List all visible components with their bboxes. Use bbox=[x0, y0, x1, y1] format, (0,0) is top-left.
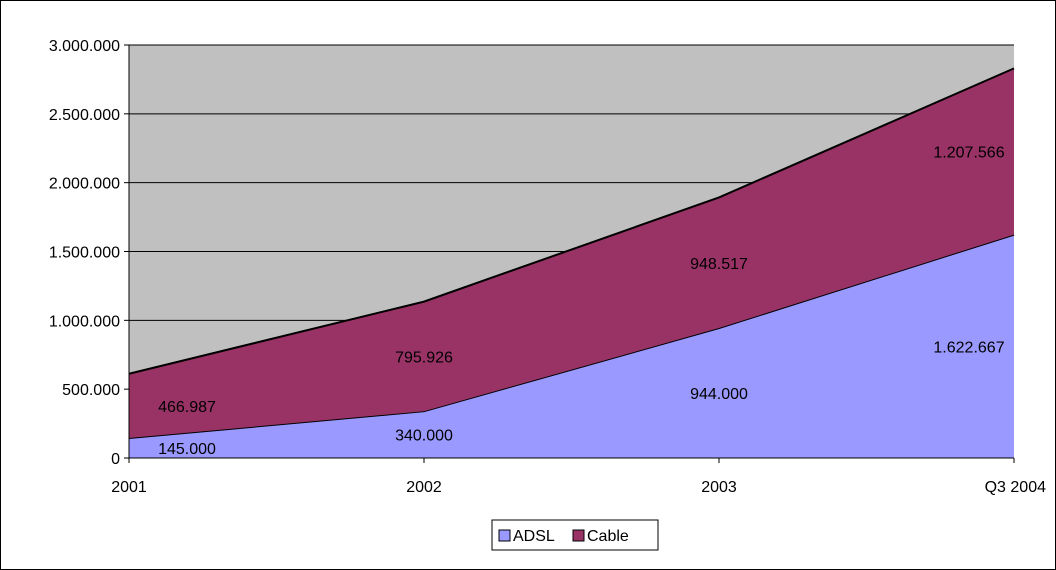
y-tick-label: 0 bbox=[111, 451, 120, 468]
axes: 0 500.000 1.000.000 1.500.000 2.000.000 2.500… bbox=[49, 38, 1046, 496]
area-adsl bbox=[129, 234, 1014, 458]
y-tick-label: 3.000.000 bbox=[49, 38, 120, 55]
legend-label-adsl: ADSL bbox=[513, 528, 555, 545]
area-edge-cable bbox=[128, 67, 1015, 375]
x-tick-label: 2003 bbox=[701, 479, 737, 496]
data-label-cable: 948.517 bbox=[690, 256, 748, 273]
legend-label-cable: Cable bbox=[587, 528, 629, 545]
y-tick-label: 2.000.000 bbox=[49, 176, 120, 193]
data-labels: 145.000 340.000 944.000 1.622.667 466.987 795… bbox=[158, 144, 1005, 458]
data-label-cable: 1.207.566 bbox=[933, 144, 1004, 161]
area-series bbox=[128, 67, 1015, 458]
x-tick-label: Q3 2004 bbox=[985, 479, 1046, 496]
y-tick-label: 2.500.000 bbox=[49, 107, 120, 124]
y-tick-label: 500.000 bbox=[62, 382, 120, 399]
legend-swatch-cable bbox=[572, 529, 585, 542]
y-tick-label: 1.000.000 bbox=[49, 313, 120, 330]
data-label-cable: 466.987 bbox=[158, 399, 216, 416]
x-tick-label: 2002 bbox=[406, 479, 442, 496]
y-tick-label: 1.500.000 bbox=[49, 245, 120, 262]
x-tick-label: 2001 bbox=[111, 479, 147, 496]
data-label-adsl: 145.000 bbox=[158, 441, 216, 458]
data-label-adsl: 1.622.667 bbox=[933, 339, 1004, 356]
area-cable bbox=[129, 68, 1014, 439]
data-label-adsl: 944.000 bbox=[690, 386, 748, 403]
legend: ADSL Cable bbox=[491, 519, 659, 551]
data-label-cable: 795.926 bbox=[395, 349, 453, 366]
data-label-adsl: 340.000 bbox=[395, 428, 453, 445]
legend-swatch-adsl bbox=[498, 529, 511, 542]
